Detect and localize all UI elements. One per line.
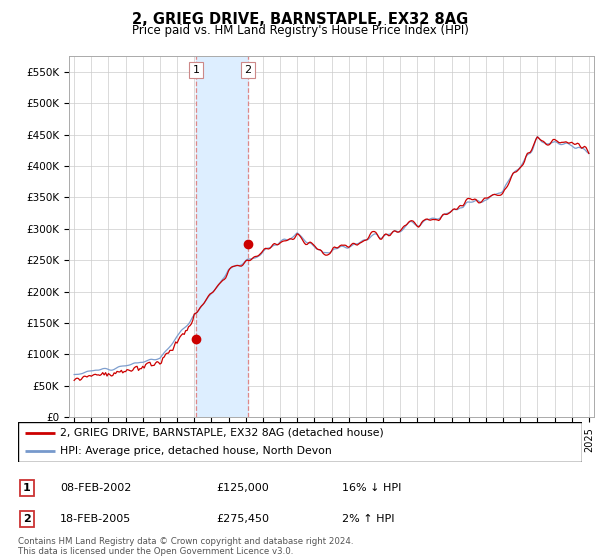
Text: £125,000: £125,000 — [216, 483, 269, 493]
Text: £275,450: £275,450 — [216, 514, 269, 524]
Text: HPI: Average price, detached house, North Devon: HPI: Average price, detached house, Nort… — [60, 446, 332, 456]
Text: 2, GRIEG DRIVE, BARNSTAPLE, EX32 8AG: 2, GRIEG DRIVE, BARNSTAPLE, EX32 8AG — [132, 12, 468, 27]
Text: 08-FEB-2002: 08-FEB-2002 — [60, 483, 131, 493]
Text: 18-FEB-2005: 18-FEB-2005 — [60, 514, 131, 524]
Text: 2: 2 — [23, 514, 31, 524]
Text: Price paid vs. HM Land Registry's House Price Index (HPI): Price paid vs. HM Land Registry's House … — [131, 24, 469, 37]
Text: 1: 1 — [23, 483, 31, 493]
Text: Contains HM Land Registry data © Crown copyright and database right 2024.
This d: Contains HM Land Registry data © Crown c… — [18, 536, 353, 556]
Text: 2, GRIEG DRIVE, BARNSTAPLE, EX32 8AG (detached house): 2, GRIEG DRIVE, BARNSTAPLE, EX32 8AG (de… — [60, 428, 384, 437]
Bar — [196, 56, 248, 417]
Text: 1: 1 — [193, 65, 199, 75]
Text: 2: 2 — [244, 65, 251, 75]
Text: 16% ↓ HPI: 16% ↓ HPI — [342, 483, 401, 493]
Text: 2% ↑ HPI: 2% ↑ HPI — [342, 514, 395, 524]
